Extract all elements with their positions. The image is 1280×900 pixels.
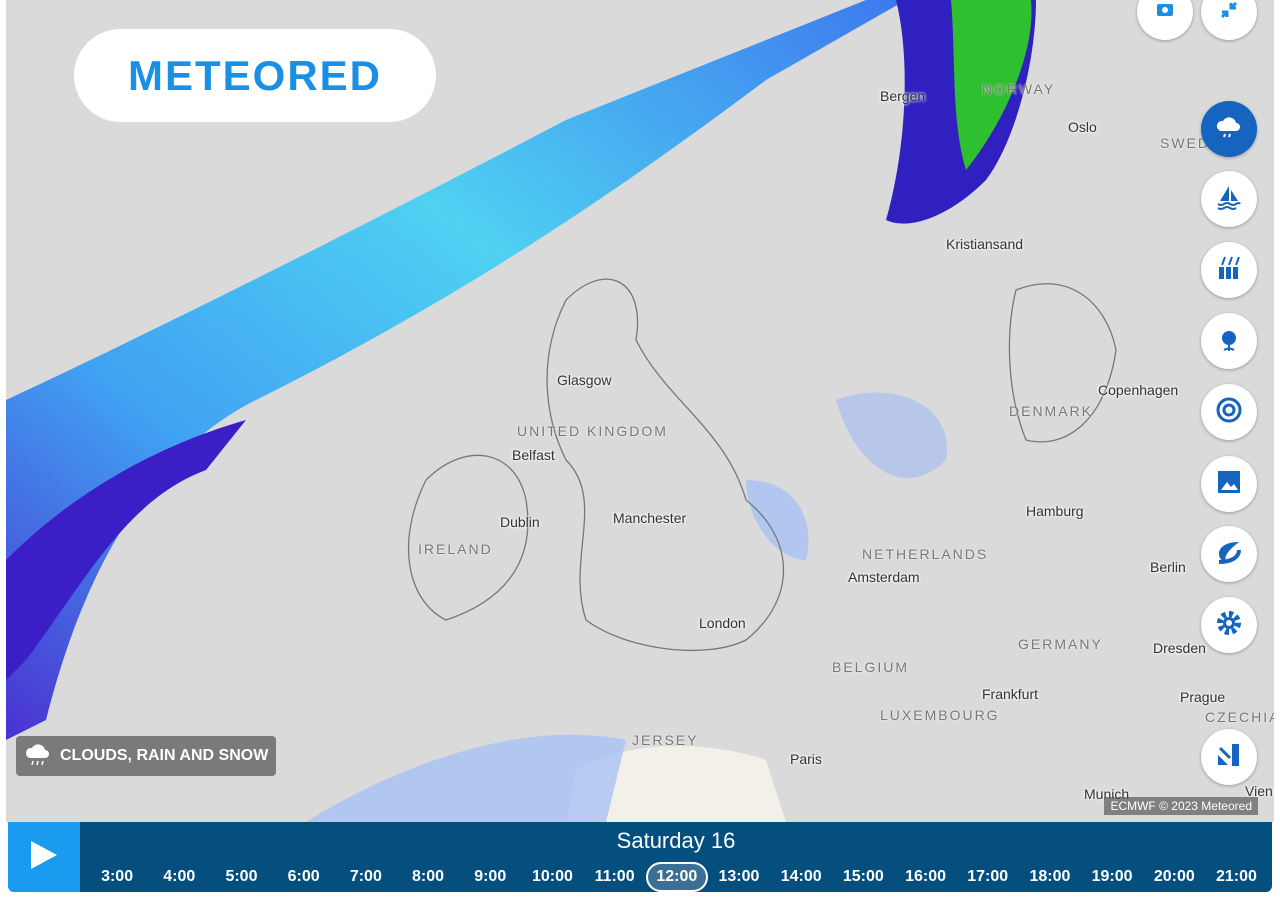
city-label[interactable]: Amsterdam	[848, 569, 920, 585]
play-button[interactable]	[8, 822, 80, 892]
city-label[interactable]: London	[699, 615, 746, 631]
city-label[interactable]: Glasgow	[557, 372, 612, 388]
layer-button-settings[interactable]	[1201, 597, 1257, 653]
timeline-hour[interactable]: 5:00	[225, 868, 258, 885]
weather-map[interactable]: METEORED Bergen Oslo Kristiansand Glasgow Be…	[6, 0, 1274, 822]
exit-fullscreen-icon	[1214, 0, 1244, 30]
layer-button-hurricane[interactable]	[1201, 526, 1257, 582]
city-label[interactable]: Dublin	[500, 514, 540, 530]
country-label: IRELAND	[418, 541, 493, 557]
city-label[interactable]: Bergen	[880, 88, 926, 104]
layer-name: CLOUDS, RAIN AND SNOW	[60, 747, 269, 764]
layer-button-air-quality[interactable]	[1201, 242, 1257, 298]
city-label[interactable]: Belfast	[512, 447, 555, 463]
city-label[interactable]: Prague	[1180, 689, 1226, 705]
clouds-rain-icon	[1214, 112, 1244, 147]
country-label: GERMANY	[1018, 636, 1103, 652]
play-icon	[29, 839, 59, 876]
timeline-hour[interactable]: 20:00	[1153, 868, 1195, 885]
country-label: CZECHIA	[1205, 709, 1274, 725]
timeline-hour[interactable]: 14:00	[780, 868, 822, 885]
meteored-logo[interactable]: METEORED	[74, 29, 436, 122]
city-label[interactable]: Berlin	[1150, 559, 1186, 575]
satellite-icon	[1214, 467, 1244, 502]
timeline-hour[interactable]: 4:00	[163, 868, 196, 885]
map-layer	[6, 0, 1274, 822]
layer-button-radar[interactable]	[1201, 384, 1257, 440]
radar-icon	[1214, 395, 1244, 430]
country-label: UNITED KINGDOM	[517, 423, 668, 439]
layer-button-satellite[interactable]	[1201, 456, 1257, 512]
timeline-hour[interactable]: 12:00	[645, 862, 708, 892]
screenshot-icon	[1150, 0, 1180, 30]
timeline-hour[interactable]: 18:00	[1029, 868, 1071, 885]
settings-icon	[1214, 608, 1244, 643]
layer-button-sailboat[interactable]	[1201, 171, 1257, 227]
timeline-hour[interactable]: 13:00	[718, 868, 760, 885]
sailboat-icon	[1214, 182, 1244, 217]
country-label: LUXEMBOURG	[880, 707, 1000, 723]
timeline-hour[interactable]: 6:00	[287, 868, 320, 885]
timeline-hour[interactable]: 10:00	[531, 868, 573, 885]
layer-button-pollen[interactable]	[1201, 313, 1257, 369]
city-label[interactable]: Frankfurt	[982, 686, 1039, 702]
city-label[interactable]: Paris	[790, 751, 822, 767]
country-label: JERSEY	[632, 732, 699, 748]
country-label: NORWAY	[982, 81, 1056, 97]
pollen-icon	[1214, 324, 1244, 359]
city-label[interactable]: Dresden	[1153, 640, 1206, 656]
ruler-icon	[1214, 740, 1244, 775]
timeline-hour[interactable]: 3:00	[101, 868, 134, 885]
attribution: ECMWF © 2023 Meteored	[1104, 797, 1258, 815]
layer-button-clouds-rain[interactable]	[1201, 101, 1257, 157]
city-label[interactable]: Kristiansand	[946, 236, 1024, 252]
timeline-day: Saturday 16	[616, 828, 736, 853]
timeline-hour[interactable]: 17:00	[967, 868, 1009, 885]
timeline-bar: Saturday 16 3:00 4:00 5:00 6:00 7:00 8:00 9:00…	[8, 822, 1272, 892]
city-label[interactable]: Manchester	[613, 510, 687, 526]
air-quality-icon	[1214, 253, 1244, 288]
active-layer-label[interactable]: CLOUDS, RAIN AND SNOW	[16, 736, 277, 776]
timeline-hour[interactable]: 16:00	[905, 868, 946, 885]
timeline-hour[interactable]: 9:00	[474, 868, 507, 885]
timeline-hour[interactable]: 21:00	[1216, 868, 1257, 885]
timeline-hour[interactable]: 11:00	[594, 868, 635, 885]
country-label: DENMARK	[1009, 403, 1094, 419]
timeline-hour[interactable]: 8:00	[412, 868, 445, 885]
clouds-rain-icon	[24, 740, 52, 773]
city-label[interactable]: Oslo	[1068, 119, 1097, 135]
country-label: NETHERLANDS	[862, 546, 989, 562]
timeline-hour[interactable]: 7:00	[349, 868, 382, 885]
city-label[interactable]: Copenhagen	[1098, 382, 1179, 398]
layer-button-ruler[interactable]	[1201, 729, 1257, 785]
timeline-hour[interactable]: 15:00	[842, 868, 884, 885]
city-label[interactable]: Vien	[1245, 783, 1273, 799]
timeline-hour[interactable]: 19:00	[1091, 868, 1133, 885]
hurricane-icon	[1214, 537, 1244, 572]
country-label: BELGIUM	[832, 659, 910, 675]
city-label[interactable]: Hamburg	[1026, 503, 1084, 519]
